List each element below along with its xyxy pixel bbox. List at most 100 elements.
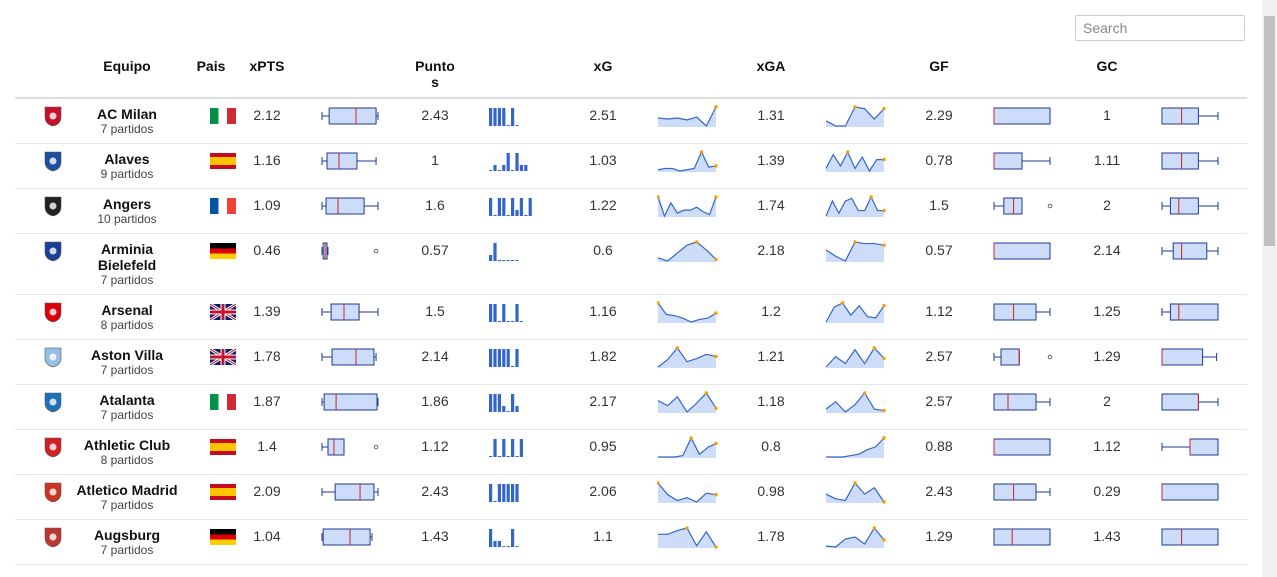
cell-value: 1.6 <box>425 197 445 213</box>
box-plot <box>321 528 373 546</box>
box-plot <box>1161 242 1219 260</box>
cell-value: 0.98 <box>757 483 785 499</box>
header-cell[interactable]: xG <box>593 58 613 74</box>
sparkline-dot <box>882 408 886 413</box>
sparkline-dot <box>882 243 886 247</box>
cell-value: 1.86 <box>421 393 449 409</box>
box-plot <box>993 393 1051 411</box>
bar <box>497 260 501 261</box>
bar <box>515 546 519 547</box>
bar <box>515 153 519 171</box>
bar <box>515 125 519 126</box>
country-flag <box>210 439 236 455</box>
bar <box>497 170 501 171</box>
cell-value: 1.18 <box>757 393 785 409</box>
cell-value: 1 <box>431 152 439 168</box>
country-flag <box>210 394 236 410</box>
cell-value: 2 <box>1103 197 1111 213</box>
bar <box>493 165 497 171</box>
sparkline-area <box>826 393 884 413</box>
line-sparkline <box>825 391 886 413</box>
sparkline-dot <box>853 105 857 109</box>
line-sparkline <box>825 195 886 217</box>
bar <box>493 349 497 367</box>
header-cell[interactable]: GC <box>1096 58 1118 74</box>
box <box>993 152 1023 170</box>
box-plot <box>321 393 379 411</box>
bar <box>493 304 497 322</box>
table-row: Arminia Bielefeld 7 partidos 0.46 0.57 0.6 2.… <box>15 234 1247 295</box>
cell-value: 1.1 <box>593 528 613 544</box>
cell-value: 2.14 <box>421 348 449 364</box>
sparkline-line <box>657 196 717 218</box>
bar <box>502 439 506 457</box>
box <box>334 483 375 501</box>
box-plot <box>321 242 379 260</box>
cell-value: 1.39 <box>253 303 281 319</box>
cell-value: 2.17 <box>589 393 617 409</box>
sparkline-dot <box>694 240 699 244</box>
team-crest <box>44 302 62 323</box>
cell-value: 1.29 <box>1093 348 1121 364</box>
team-name: Atletico Madrid <box>76 482 178 498</box>
sparkline-dot <box>714 164 718 168</box>
outlier <box>373 444 379 450</box>
bar <box>506 411 510 412</box>
header-cell[interactable]: Puntos <box>415 58 455 90</box>
sparkline-dot <box>872 526 877 530</box>
cell-value: 1.11 <box>1093 152 1121 168</box>
table-row: Aston Villa 7 partidos 1.78 2.14 1.82 1.21 2.5… <box>15 340 1247 385</box>
line-sparkline <box>657 391 718 413</box>
header-cell[interactable]: xPTS <box>249 58 285 74</box>
country-flag <box>210 198 236 214</box>
country-flag <box>210 529 236 545</box>
bar <box>497 484 501 502</box>
team-name: Aston Villa <box>90 347 164 363</box>
box <box>328 107 377 125</box>
scrollbar[interactable] <box>1262 0 1277 577</box>
bar <box>519 198 523 216</box>
sparkline-area <box>826 483 884 503</box>
bar <box>493 501 497 502</box>
table-row: Alaves 9 partidos 1.16 1 1.03 1.39 0.78 1.11 <box>15 144 1247 189</box>
header-cell[interactable]: Equipo <box>103 58 151 74</box>
crest-detail <box>49 157 57 165</box>
country-flag <box>209 302 237 322</box>
sparkline-area <box>658 528 716 548</box>
cell-value: 0.8 <box>761 438 781 454</box>
header-cell[interactable]: Pais <box>196 58 226 74</box>
bar <box>489 529 493 547</box>
cell-value: 1.12 <box>925 303 953 319</box>
sparkline-area <box>826 438 884 458</box>
box-plot <box>1161 197 1219 215</box>
sparkline-dot <box>714 545 718 549</box>
box-plot <box>321 438 379 456</box>
scroll-thumb[interactable] <box>1264 16 1275 246</box>
sparkline-line <box>657 106 717 127</box>
box-plot <box>1161 152 1219 170</box>
crest-detail <box>49 247 57 255</box>
box <box>1161 528 1219 546</box>
header-cell[interactable]: xGA <box>756 58 786 74</box>
bar <box>511 198 515 216</box>
box-plot <box>321 483 379 501</box>
search-input[interactable]: Search <box>1075 15 1245 41</box>
bar-sparkline <box>489 108 519 126</box>
flag-gb <box>209 302 237 322</box>
sparkline-dot <box>714 311 718 315</box>
cell-value: 1.09 <box>253 197 281 213</box>
box <box>993 528 1051 546</box>
sparkline-dot <box>657 301 660 305</box>
box-plot <box>1161 483 1219 501</box>
bar <box>489 394 493 412</box>
cell-value: 2.18 <box>757 242 785 258</box>
bar <box>489 484 493 502</box>
header-cell[interactable]: GF <box>929 58 949 74</box>
bar <box>493 394 497 412</box>
bar <box>515 260 519 261</box>
team-cell: AC Milan 7 partidos <box>75 106 179 136</box>
team-crest <box>44 241 62 262</box>
box <box>326 152 358 170</box>
sparkline-dot <box>704 391 709 395</box>
cell-value: 0.29 <box>1093 483 1121 499</box>
